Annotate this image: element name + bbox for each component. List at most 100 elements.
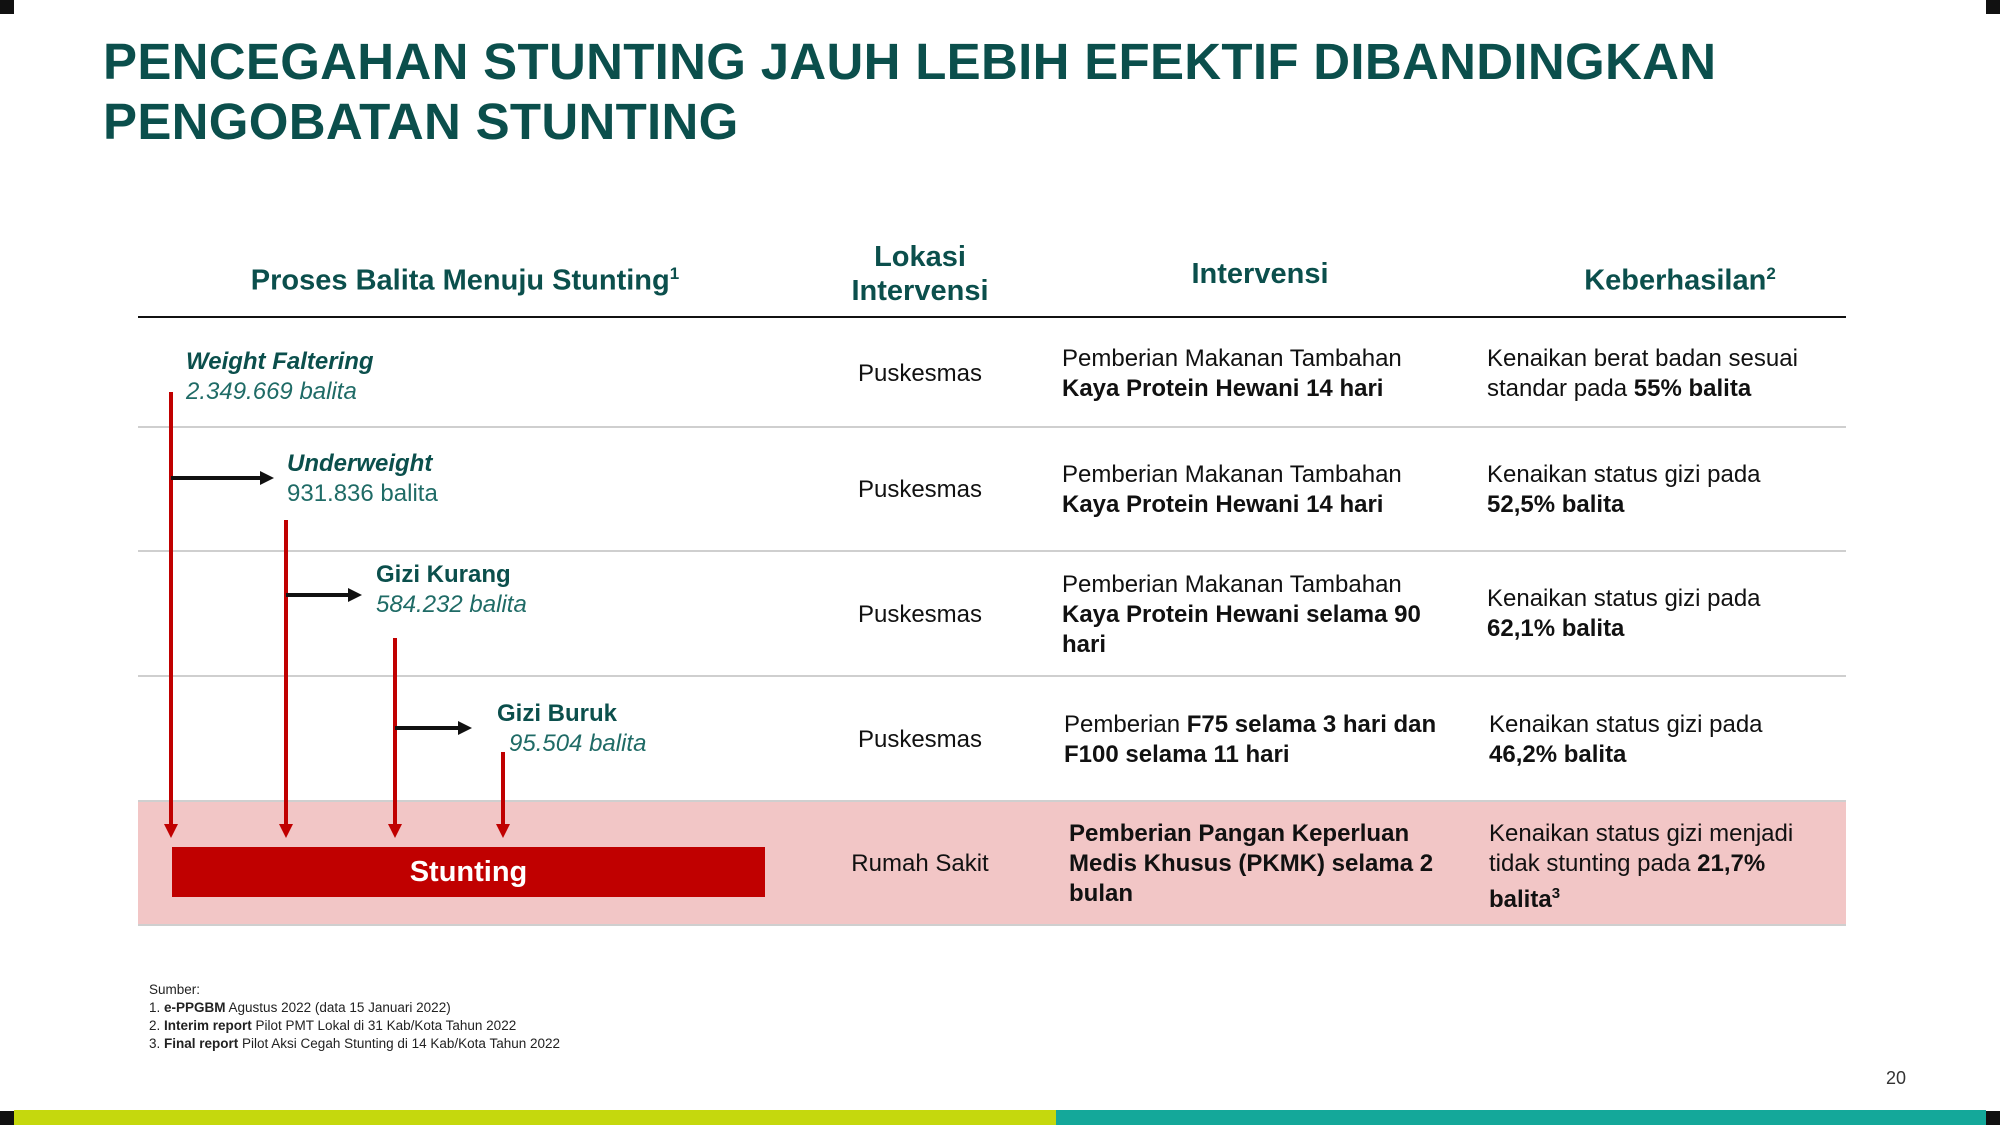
row-1-intervensi-line-1: Pemberian Makanan Tambahan: [1062, 345, 1402, 372]
header-keberhasilan-footnote: 2: [1766, 264, 1776, 283]
row-1-keberhasilan-line-1: Kenaikan berat badan sesuai: [1487, 345, 1798, 372]
table-header-divider: [138, 316, 1846, 318]
header-lokasi-line-1: Lokasi: [874, 241, 966, 273]
row-divider-4: [138, 800, 1846, 802]
row-3-keberhasilan: Kenaikan status gizi pada 62,1% balita: [1487, 584, 1761, 644]
arrowhead-weight-faltering: [164, 824, 178, 838]
source-item-1-rest: Agustus 2022 (data 15 Januari 2022): [225, 1000, 451, 1015]
row-2-keberhasilan: Kenaikan status gizi pada 52,5% balita: [1487, 460, 1761, 520]
source-item-2-num: 2.: [149, 1018, 165, 1033]
arrowhead-right-gizi-kurang: [348, 588, 362, 602]
row-1-keberhasilan-line-2: standar pada 55% balita: [1487, 374, 1798, 404]
slide-title-line-2: PENGOBATAN STUNTING: [103, 93, 739, 150]
row-3-lokasi: Puskesmas: [857, 601, 983, 628]
row-4-intervensi-pre: Pemberian: [1064, 711, 1187, 738]
stage-gizi-kurang-count: 584.232 balita: [376, 591, 527, 618]
header-proses: Proses Balita Menuju Stunting1: [200, 257, 730, 298]
row-2-intervensi-bold: Kaya Protein Hewani 14 hari: [1062, 491, 1384, 518]
source-item-1: 1. e-PPGBM Agustus 2022 (data 15 Januari…: [149, 999, 560, 1017]
source-item-3-bold: Final report: [164, 1036, 239, 1051]
row-4-intervensi-line-1: Pemberian F75 selama 3 hari dan: [1064, 710, 1436, 740]
table-bottom-divider: [138, 924, 1846, 926]
source-item-3: 3. Final report Pilot Aksi Cegah Stuntin…: [149, 1035, 560, 1053]
stage-weight-faltering-count: 2.349.669 balita: [186, 378, 357, 405]
row-3-intervensi-bold-1: Kaya Protein Hewani selama 90: [1062, 601, 1421, 628]
row-5-keberhasilan-pre: tidak stunting pada: [1489, 850, 1698, 877]
row-2-lokasi: Puskesmas: [857, 476, 983, 503]
arrowhead-gizi-buruk: [496, 824, 510, 838]
corner-mark-top-left: [0, 0, 14, 14]
arrowhead-gizi-kurang: [388, 824, 402, 838]
row-2-intervensi-line-1: Pemberian Makanan Tambahan: [1062, 461, 1402, 488]
row-5-keberhasilan-line-3: balita3: [1489, 879, 1793, 915]
row-5-keberhasilan: Kenaikan status gizi menjadi tidak stunt…: [1489, 819, 1793, 915]
arrowhead-right-underweight: [260, 471, 274, 485]
row-divider-2: [138, 550, 1846, 552]
header-lokasi-line-2: Intervensi: [851, 275, 989, 307]
stage-gizi-buruk-name: Gizi Buruk: [497, 700, 618, 727]
row-2-intervensi: Pemberian Makanan Tambahan Kaya Protein …: [1062, 460, 1402, 520]
arrowhead-right-gizi-buruk: [458, 721, 472, 735]
source-item-3-rest: Pilot Aksi Cegah Stunting di 14 Kab/Kota…: [238, 1036, 561, 1051]
row-1-keberhasilan: Kenaikan berat badan sesuai standar pada…: [1487, 344, 1798, 404]
row-4-keberhasilan: Kenaikan status gizi pada 46,2% balita: [1489, 710, 1763, 770]
slide-title-line-1: PENCEGAHAN STUNTING JAUH LEBIH EFEKTIF D…: [103, 33, 1717, 90]
row-5-keberhasilan-bold-2: balita: [1489, 886, 1552, 913]
row-2-keberhasilan-bold: 52,5% balita: [1487, 491, 1625, 518]
row-4-intervensi-bold-1: F75 selama 3 hari dan: [1186, 711, 1437, 738]
slide-title: PENCEGAHAN STUNTING JAUH LEBIH EFEKTIF D…: [103, 32, 1903, 152]
source-item-1-num: 1.: [149, 1000, 165, 1015]
row-1-keberhasilan-bold: 55% balita: [1633, 375, 1752, 402]
row-5-intervensi-bold-1: Pemberian Pangan Keperluan: [1069, 820, 1410, 847]
source-item-2: 2. Interim report Pilot PMT Lokal di 31 …: [149, 1017, 560, 1035]
sources-block: Sumber: 1. e-PPGBM Agustus 2022 (data 15…: [149, 981, 560, 1053]
row-1-lokasi: Puskesmas: [857, 360, 983, 387]
row-4-intervensi: Pemberian F75 selama 3 hari dan F100 sel…: [1064, 710, 1436, 770]
source-item-2-bold: Interim report: [164, 1018, 252, 1033]
row-5-lokasi: Rumah Sakit: [851, 850, 989, 877]
row-5-keberhasilan-footnote: 3: [1551, 885, 1561, 902]
row-3-intervensi: Pemberian Makanan Tambahan Kaya Protein …: [1062, 570, 1421, 660]
row-1-intervensi-bold: Kaya Protein Hewani 14 hari: [1062, 375, 1384, 402]
row-1-keberhasilan-pre: standar pada: [1487, 375, 1634, 402]
row-3-intervensi-bold-2: hari: [1062, 631, 1107, 658]
footer-band-teal: [1056, 1110, 1986, 1125]
row-4-keberhasilan-bold: 46,2% balita: [1489, 741, 1627, 768]
row-3-keberhasilan-line-1: Kenaikan status gizi pada: [1487, 585, 1761, 612]
row-4-keberhasilan-line-1: Kenaikan status gizi pada: [1489, 711, 1763, 738]
header-keberhasilan-label: Keberhasilan: [1584, 264, 1767, 297]
header-lokasi: Lokasi Intervensi: [800, 240, 1040, 308]
row-1-intervensi: Pemberian Makanan Tambahan Kaya Protein …: [1062, 344, 1402, 404]
row-divider-1: [138, 426, 1846, 428]
source-item-2-rest: Pilot PMT Lokal di 31 Kab/Kota Tahun 202…: [251, 1018, 517, 1033]
header-proses-label: Proses Balita Menuju Stunting: [250, 264, 670, 297]
row-3-keberhasilan-bold: 62,1% balita: [1487, 615, 1625, 642]
stage-gizi-kurang-name: Gizi Kurang: [376, 561, 511, 588]
corner-mark-bottom-left: [0, 1111, 14, 1125]
stage-gizi-buruk-count: 95.504 balita: [509, 730, 647, 757]
row-3-intervensi-line-1: Pemberian Makanan Tambahan: [1062, 571, 1402, 598]
sources-heading: Sumber:: [149, 982, 201, 997]
corner-mark-bottom-right: [1986, 1111, 2000, 1125]
stage-underweight-name: Underweight: [287, 450, 433, 477]
row-4-lokasi: Puskesmas: [857, 726, 983, 753]
source-item-1-bold: e-PPGBM: [164, 1000, 226, 1015]
source-item-3-num: 3.: [149, 1036, 165, 1051]
page-number: 20: [1886, 1068, 1907, 1088]
stage-underweight-count: 931.836 balita: [287, 480, 438, 507]
header-proses-footnote: 1: [669, 264, 680, 283]
header-keberhasilan: Keberhasilan2: [1480, 257, 1880, 298]
row-5-keberhasilan-line-2: tidak stunting pada 21,7%: [1489, 849, 1793, 879]
row-5-intervensi: Pemberian Pangan Keperluan Medis Khusus …: [1069, 819, 1433, 909]
row-5-keberhasilan-bold: 21,7%: [1697, 850, 1766, 877]
corner-mark-top-right: [1986, 0, 2000, 14]
header-intervensi: Intervensi: [1191, 258, 1329, 290]
stage-weight-faltering-name: Weight Faltering: [186, 348, 374, 375]
row-5-keberhasilan-line-1: Kenaikan status gizi menjadi: [1489, 820, 1794, 847]
stunting-bar: Stunting: [172, 847, 765, 897]
row-5-intervensi-bold-2: Medis Khusus (PKMK) selama 2: [1069, 850, 1434, 877]
row-5-intervensi-bold-3: bulan: [1069, 880, 1133, 907]
row-2-keberhasilan-line-1: Kenaikan status gizi pada: [1487, 461, 1761, 488]
row-divider-3: [138, 675, 1846, 677]
